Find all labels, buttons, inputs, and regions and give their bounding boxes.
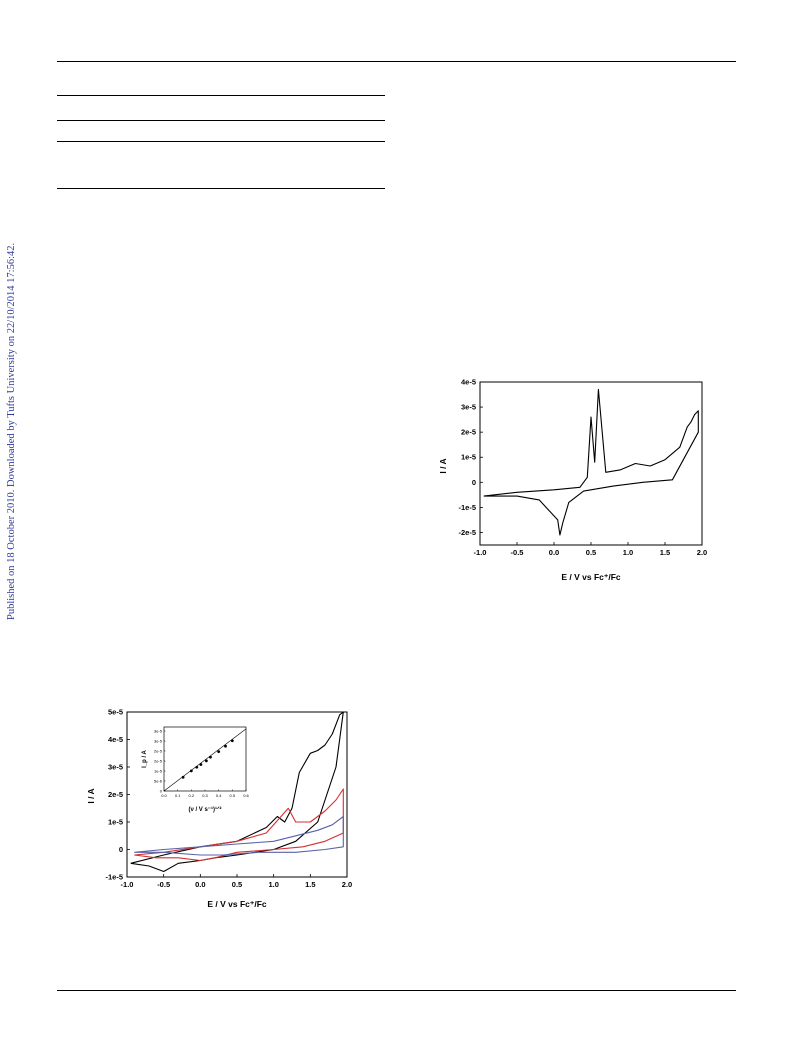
publication-sidebar-note: Published on 18 October 2010. Downloaded… <box>6 242 17 620</box>
y-tick-label: 2e-5 <box>461 428 476 437</box>
inset-data-point <box>199 763 203 766</box>
inset-data-point <box>217 750 221 754</box>
inset-fit-line <box>163 728 247 792</box>
inset-x-tick-label: 0.4 <box>216 793 222 798</box>
y-tick-label: 0 <box>472 478 476 487</box>
x-tick-label: 1.5 <box>660 548 670 557</box>
x-axis-label: E / V vs Fc⁺/Fc <box>561 572 621 582</box>
table-bottom-rule <box>57 188 385 189</box>
footer-rule <box>57 990 736 991</box>
inset-data-point <box>195 765 199 769</box>
inset-data-point <box>230 739 234 743</box>
x-tick-label: 0.0 <box>549 548 559 557</box>
x-tick-label: 1.0 <box>623 548 633 557</box>
y-axis-label: I / A <box>86 788 96 803</box>
x-tick-label: 1.5 <box>305 880 315 889</box>
inset-data-point <box>189 769 193 773</box>
plot-frame <box>479 381 703 546</box>
table-body-rule <box>57 141 385 142</box>
inset-x-tick-label: 0.6 <box>243 793 249 798</box>
x-tick-label: -0.5 <box>511 548 524 557</box>
y-tick-label: 4e-5 <box>461 378 476 387</box>
inset-y-tick-label: 5e-6 <box>154 779 163 784</box>
inset-x-tick-label: 0.5 <box>230 793 236 798</box>
series-line-2 <box>134 815 344 856</box>
header-rule <box>57 61 736 62</box>
x-tick-label: 0.0 <box>195 880 205 889</box>
y-tick-label: -1e-5 <box>105 873 123 882</box>
x-axis-label: E / V vs Fc⁺/Fc <box>207 899 267 909</box>
y-tick-label: 1e-5 <box>461 453 476 462</box>
inset-y-axis-label: I_p / A <box>142 749 148 767</box>
x-tick-label: 2.0 <box>697 548 707 557</box>
cv-chart-bottom: -1.0 -0.5 0.0 0.5 1.0 1.5 2.0 5e-5 4e-5 3e-5 2e-5 1… <box>86 708 352 910</box>
x-tick-label: 0.5 <box>232 880 242 889</box>
inset-y-tick-label: 2e-5 <box>154 759 163 764</box>
inset-y-tick-label: 3e-5 <box>154 739 163 744</box>
x-tick-label: -1.0 <box>121 880 134 889</box>
y-tick-label: -2e-5 <box>458 528 476 537</box>
inset-x-tick-label: 0.3 <box>202 793 208 798</box>
y-tick-label: 5e-5 <box>108 708 123 717</box>
y-axis-label: I / A <box>438 458 448 473</box>
inset-y-tick-label: 3e-5 <box>154 729 163 734</box>
inset-x-tick-label: 0.1 <box>175 793 181 798</box>
inset-data-point <box>181 775 185 779</box>
series-line-0 <box>483 388 699 536</box>
inset-data-point <box>224 744 227 748</box>
inset-y-tick-label: 2e-5 <box>154 749 163 754</box>
x-tick-label: 1.0 <box>268 880 278 889</box>
cv-chart-top: -1.0 -0.5 0.0 0.5 1.0 1.5 2.0 4e-5 3e-5 2e-5 1e-5 0… <box>438 378 707 583</box>
x-tick-label: 0.5 <box>586 548 596 557</box>
x-tick-label: 2.0 <box>342 880 352 889</box>
y-tick-label: 4e-5 <box>108 735 123 744</box>
y-tick-label: 3e-5 <box>108 763 123 772</box>
inset-plot: 0.0 0.1 0.2 0.3 0.4 0.5 0.6 3e-5 3e-5 2e-5 2e-5 1e-… <box>142 726 250 813</box>
y-tick-label: 2e-5 <box>108 790 123 799</box>
inset-x-tick-label: 0.2 <box>189 793 195 798</box>
inset-x-tick-label: 0.0 <box>161 793 167 798</box>
table-head-rule <box>57 120 385 121</box>
inset-data-point <box>209 755 212 759</box>
inset-data-point <box>204 759 208 763</box>
x-tick-label: -1.0 <box>474 548 487 557</box>
inset-y-tick-label: 0 <box>160 789 163 794</box>
x-tick-label: -0.5 <box>157 880 170 889</box>
y-tick-label: 1e-5 <box>108 818 123 827</box>
inset-x-axis-label: (ν / V s⁻¹)¹ᐟ² <box>188 806 221 813</box>
table-top-rule <box>57 95 385 96</box>
inset-y-tick-label: 1e-5 <box>154 769 163 774</box>
series-line-1 <box>134 788 344 862</box>
y-tick-label: 0 <box>119 845 123 854</box>
y-tick-label: 3e-5 <box>461 403 476 412</box>
y-tick-label: -1e-5 <box>458 503 476 512</box>
